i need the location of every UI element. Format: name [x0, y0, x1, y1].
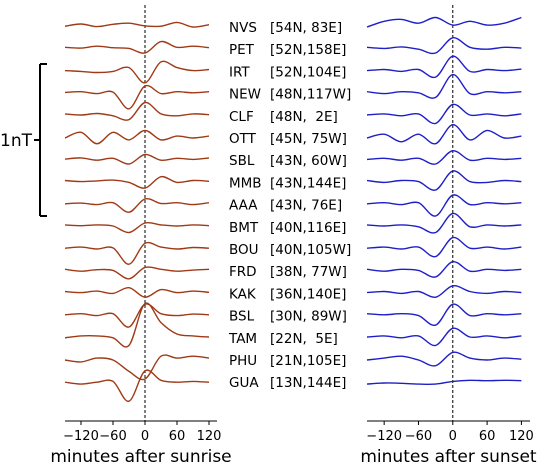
station-coords-pet: [52N,158E] [270, 42, 346, 58]
station-coords-kak: [36N,140E] [270, 286, 346, 302]
sunset-trace-gua [366, 379, 522, 386]
sunrise-tick-label: −120 [63, 429, 99, 444]
station-labels: NVS [54N, 83E] PET [52N,158E] IRT [52N,104E] N… [228, 20, 351, 391]
sunset-x-axis-title: minutes after sunset [360, 447, 537, 467]
sunrise-trace-irt [64, 60, 210, 84]
station-code-bmt: BMT [229, 220, 259, 236]
station-coords-sbl: [43N, 60W] [270, 153, 347, 169]
sunrise-trace-ott [64, 129, 210, 145]
station-code-bou: BOU [229, 242, 259, 258]
sunset-trace-irt [366, 55, 522, 79]
sunset-trace-pet [366, 37, 522, 55]
station-code-sbl: SBL [229, 153, 255, 169]
sunset-traces [366, 16, 522, 386]
station-code-gua: GUA [229, 375, 259, 391]
sunrise-trace-bmt [64, 221, 210, 234]
scale-bar-label: 1nT [0, 131, 33, 151]
station-code-nvs: NVS [229, 20, 257, 36]
station-coords-bou: [40N,105W] [270, 242, 351, 258]
sunrise-trace-tam [64, 302, 210, 348]
sunrise-tick-label: 120 [197, 429, 222, 444]
sunset-trace-new [366, 73, 522, 99]
sunrise-tick-label: −60 [99, 429, 126, 444]
station-code-bsl: BSL [229, 309, 255, 325]
sunrise-tick-label: 0 [141, 429, 149, 444]
station-coords-clf: [48N, 2E] [270, 109, 338, 125]
sunrise-trace-phu [64, 354, 210, 381]
sunrise-trace-kak [64, 286, 210, 298]
station-coords-tam: [22N, 5E] [270, 331, 338, 347]
station-code-tam: TAM [228, 331, 257, 347]
station-code-aaa: AAA [229, 198, 258, 214]
sunset-trace-mmb [366, 170, 522, 191]
sunset-trace-frd [366, 260, 522, 278]
sunrise-trace-clf [64, 101, 210, 121]
sunset-trace-ott [366, 124, 522, 145]
sunset-trace-bou [366, 236, 522, 258]
station-coords-new: [48N,117W] [270, 87, 351, 103]
station-coords-ott: [45N, 75W] [270, 131, 347, 147]
sunrise-traces [64, 21, 210, 402]
station-code-phu: PHU [229, 353, 257, 369]
sunset-trace-tam [366, 327, 522, 347]
station-code-clf: CLF [229, 109, 254, 125]
sunrise-trace-bsl [64, 303, 210, 328]
sunset-trace-bsl [366, 303, 522, 327]
sunset-trace-sbl [366, 150, 522, 165]
sunrise-trace-mmb [64, 175, 210, 189]
station-code-kak: KAK [229, 286, 257, 302]
sunset-trace-clf [366, 103, 522, 125]
sunset-trace-nvs [366, 16, 522, 28]
station-coords-phu: [21N,105E] [270, 353, 346, 369]
sunrise-x-axis-title: minutes after sunrise [50, 447, 231, 467]
sunrise-trace-frd [64, 266, 210, 280]
sunset-tick-label: −60 [405, 429, 432, 444]
sunrise-trace-aaa [64, 197, 210, 213]
sunset-trace-aaa [366, 194, 522, 217]
station-coords-bmt: [40N,116E] [270, 220, 346, 236]
station-code-irt: IRT [229, 64, 250, 80]
station-coords-bsl: [30N, 89W] [270, 309, 347, 325]
sunrise-trace-nvs [64, 21, 210, 28]
sunrise-trace-pet [64, 40, 210, 54]
sunrise-panel: −120 −60 0 60 120 minutes after sunrise [50, 5, 232, 467]
sunset-trace-bmt [366, 212, 522, 234]
sunrise-ticks: −120 −60 0 60 120 [63, 421, 221, 444]
station-code-pet: PET [229, 42, 255, 58]
station-coords-gua: [13N,144E] [270, 375, 346, 391]
station-code-frd: FRD [229, 264, 257, 280]
station-coords-nvs: [54N, 83E] [270, 20, 342, 36]
station-coords-aaa: [43N, 76E] [270, 198, 342, 214]
sunset-ticks: −120 −60 0 60 120 [366, 421, 534, 444]
station-coords-frd: [38N, 77W] [270, 264, 347, 280]
sunset-trace-phu [366, 351, 522, 367]
station-coords-irt: [52N,104E] [270, 64, 346, 80]
sunset-tick-label: −120 [366, 429, 402, 444]
sunset-tick-label: 60 [479, 429, 496, 444]
station-code-new: NEW [229, 87, 261, 103]
station-coords-mmb: [43N,144E] [270, 175, 346, 191]
sunrise-tick-label: 60 [169, 429, 186, 444]
sunrise-trace-bou [64, 241, 210, 265]
sunset-tick-label: 0 [449, 429, 457, 444]
sunrise-trace-gua [64, 369, 210, 402]
sunrise-trace-new [64, 84, 210, 110]
sunrise-trace-sbl [64, 153, 210, 165]
sunset-tick-label: 120 [509, 429, 534, 444]
sunset-panel: −120 −60 0 60 120 minutes after sunset [360, 5, 537, 467]
scale-bar: 1nT [0, 63, 47, 217]
station-code-ott: OTT [229, 131, 257, 147]
sunset-trace-kak [366, 285, 522, 298]
station-code-mmb: MMB [229, 175, 262, 191]
